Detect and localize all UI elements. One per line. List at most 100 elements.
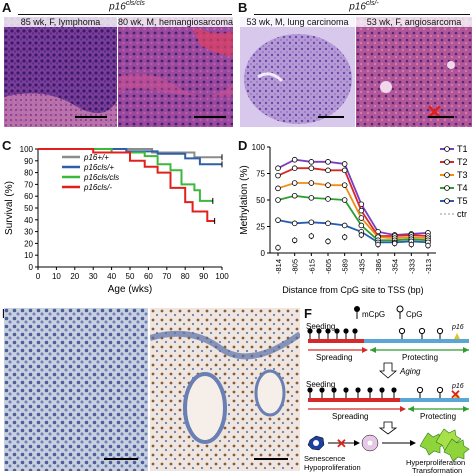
panel-b-red-x-mark: ✕ — [426, 102, 443, 124]
methylation-point-T5 — [341, 222, 348, 229]
methylation-point-T5 — [325, 220, 331, 227]
panel-b-genotype-header: p16cls/- — [349, 0, 379, 13]
methylation-point-T2 — [325, 167, 331, 174]
legend-label-3: p16cls/- — [83, 183, 112, 192]
ctr-point — [291, 237, 298, 243]
methylation-point-T2 — [358, 207, 365, 214]
panel-b-header-rule — [254, 14, 470, 15]
legend-label-ctr: ctr — [457, 209, 467, 219]
lymphoma-histology — [4, 17, 117, 127]
panel-a-header-rule — [18, 14, 232, 15]
y-tick-label: 60 — [24, 192, 33, 201]
protecting-label-1: Protecting — [402, 353, 438, 362]
panel-b-caption-1: 53 wk, M, lung carcinoma — [240, 17, 355, 27]
ctr-point — [425, 242, 431, 249]
legend-marker-T5 — [444, 198, 450, 204]
panel-e-ihc-image-1 — [4, 308, 148, 471]
x-tick-label: -605 — [324, 259, 333, 274]
x-tick-label: -386 — [374, 259, 383, 274]
methylation-point-T4 — [308, 195, 315, 201]
methylation-point-T1 — [341, 161, 348, 167]
x-axis-label: Distance from CpG site to TSS (bp) — [282, 285, 423, 295]
hemangiosarcoma-histology — [118, 17, 233, 127]
legend-marker-T1 — [444, 146, 450, 152]
x-tick-label: 90 — [199, 272, 208, 281]
panel-b-lung-carcinoma-image — [240, 17, 355, 127]
x-tick-label: 60 — [144, 272, 153, 281]
lung-carcinoma-histology — [240, 17, 355, 127]
panel-d-label: D — [238, 138, 248, 153]
y-tick-label: 50 — [256, 196, 265, 205]
panel-d-methylation-chart: 0 25 50 75 100 -814 -805 -615 -605 -589 -435 -386 -3… — [239, 143, 468, 295]
ctr-point — [358, 232, 365, 238]
y-axis-label: Methylation (%) — [239, 165, 250, 234]
legend-mcpg-text: mCpG — [362, 310, 385, 319]
panel-a-caption-2: 80 wk, M, hemangiosarcoma — [118, 17, 234, 27]
y-tick-label: 70 — [24, 180, 33, 189]
fate-arrow-icon — [378, 421, 398, 435]
methylation-point-T2 — [275, 172, 281, 179]
methylation-line-T1 — [277, 158, 429, 236]
panel-e-ihc-image-2 — [150, 308, 300, 471]
y-tick-label: 75 — [256, 170, 265, 179]
unmethylated-region-2 — [400, 398, 469, 402]
methylation-point-T1 — [308, 159, 315, 165]
legend-marker-T2 — [444, 159, 450, 165]
ctr-point — [408, 241, 415, 248]
y-tick-label: 50 — [24, 204, 33, 213]
y-tick-label: 40 — [24, 216, 33, 225]
p16-label-2: p16 — [451, 383, 464, 390]
legend-label-T2: T2 — [457, 157, 468, 167]
methylation-point-T5 — [291, 220, 298, 227]
methylation-point-T3 — [308, 180, 315, 186]
x-tick-label: -354 — [391, 259, 400, 274]
legend-label-T4: T4 — [457, 183, 468, 193]
methylation-point-T3 — [358, 215, 365, 221]
cpg-pins-row-1 — [307, 327, 444, 339]
ctr-point — [341, 234, 348, 240]
x-tick-label: 20 — [70, 272, 79, 281]
y-tick-label: 0 — [261, 249, 266, 258]
methylated-region-2 — [308, 398, 400, 402]
y-tick-label: 80 — [24, 169, 33, 178]
panel-a-scale-bar-1 — [75, 116, 107, 118]
x-tick-label: 70 — [162, 272, 171, 281]
y-tick-label: 90 — [24, 157, 33, 166]
panel-b-scale-bar-1 — [318, 116, 344, 118]
legend-marker-T3 — [444, 172, 450, 178]
transformation-label: Transformation — [412, 466, 462, 474]
senescence-label: Senescence — [304, 454, 345, 463]
ctr-point — [391, 240, 398, 247]
legend-label-T1: T1 — [457, 144, 468, 154]
legend-label-1: p16cls/+ — [83, 163, 114, 172]
unmethylated-cpg-icon — [396, 305, 404, 313]
spreading-label-1: Spreading — [316, 353, 352, 362]
survival-line-0 — [38, 148, 222, 159]
x-tick-label: 40 — [107, 272, 116, 281]
survival-line-3 — [38, 148, 215, 222]
p16-marker-2 — [454, 392, 460, 398]
methylation-point-T5 — [308, 219, 315, 226]
panel-f-model-diagram: mCpG CpG Seeding p16 Spreading Protectin… — [304, 305, 470, 474]
legend-marker-T4 — [444, 185, 450, 191]
x-tick-label: 100 — [215, 272, 229, 281]
panel-a-lymphoma-image — [4, 17, 117, 127]
panel-e-scale-bar-2 — [254, 458, 288, 460]
survival-line-1 — [38, 148, 222, 166]
methylation-point-T4 — [341, 197, 348, 203]
methylation-line-T5 — [277, 219, 429, 244]
methylated-cpg-icon — [354, 306, 360, 312]
x-tick-label: -313 — [424, 259, 433, 274]
transformed-cells-icon — [419, 428, 470, 462]
seeding-label-1: Seeding — [306, 322, 335, 331]
methylated-region-1 — [308, 339, 364, 343]
methylation-point-T2 — [341, 167, 348, 174]
protecting-label-2: Protecting — [420, 412, 456, 421]
methylation-point-T4 — [291, 192, 298, 199]
methylation-point-T1 — [325, 159, 331, 165]
hypoproliferation-label: Hypoproliferation — [304, 463, 361, 472]
panel-a-label: A — [2, 0, 12, 15]
legend-label-T5: T5 — [457, 196, 468, 206]
panel-c-survival-chart: 0 10 20 30 40 50 60 70 80 90 100 0 10 20 30 40 50 60 70 80 9… — [4, 145, 229, 295]
unmethylated-region-1 — [364, 339, 469, 343]
